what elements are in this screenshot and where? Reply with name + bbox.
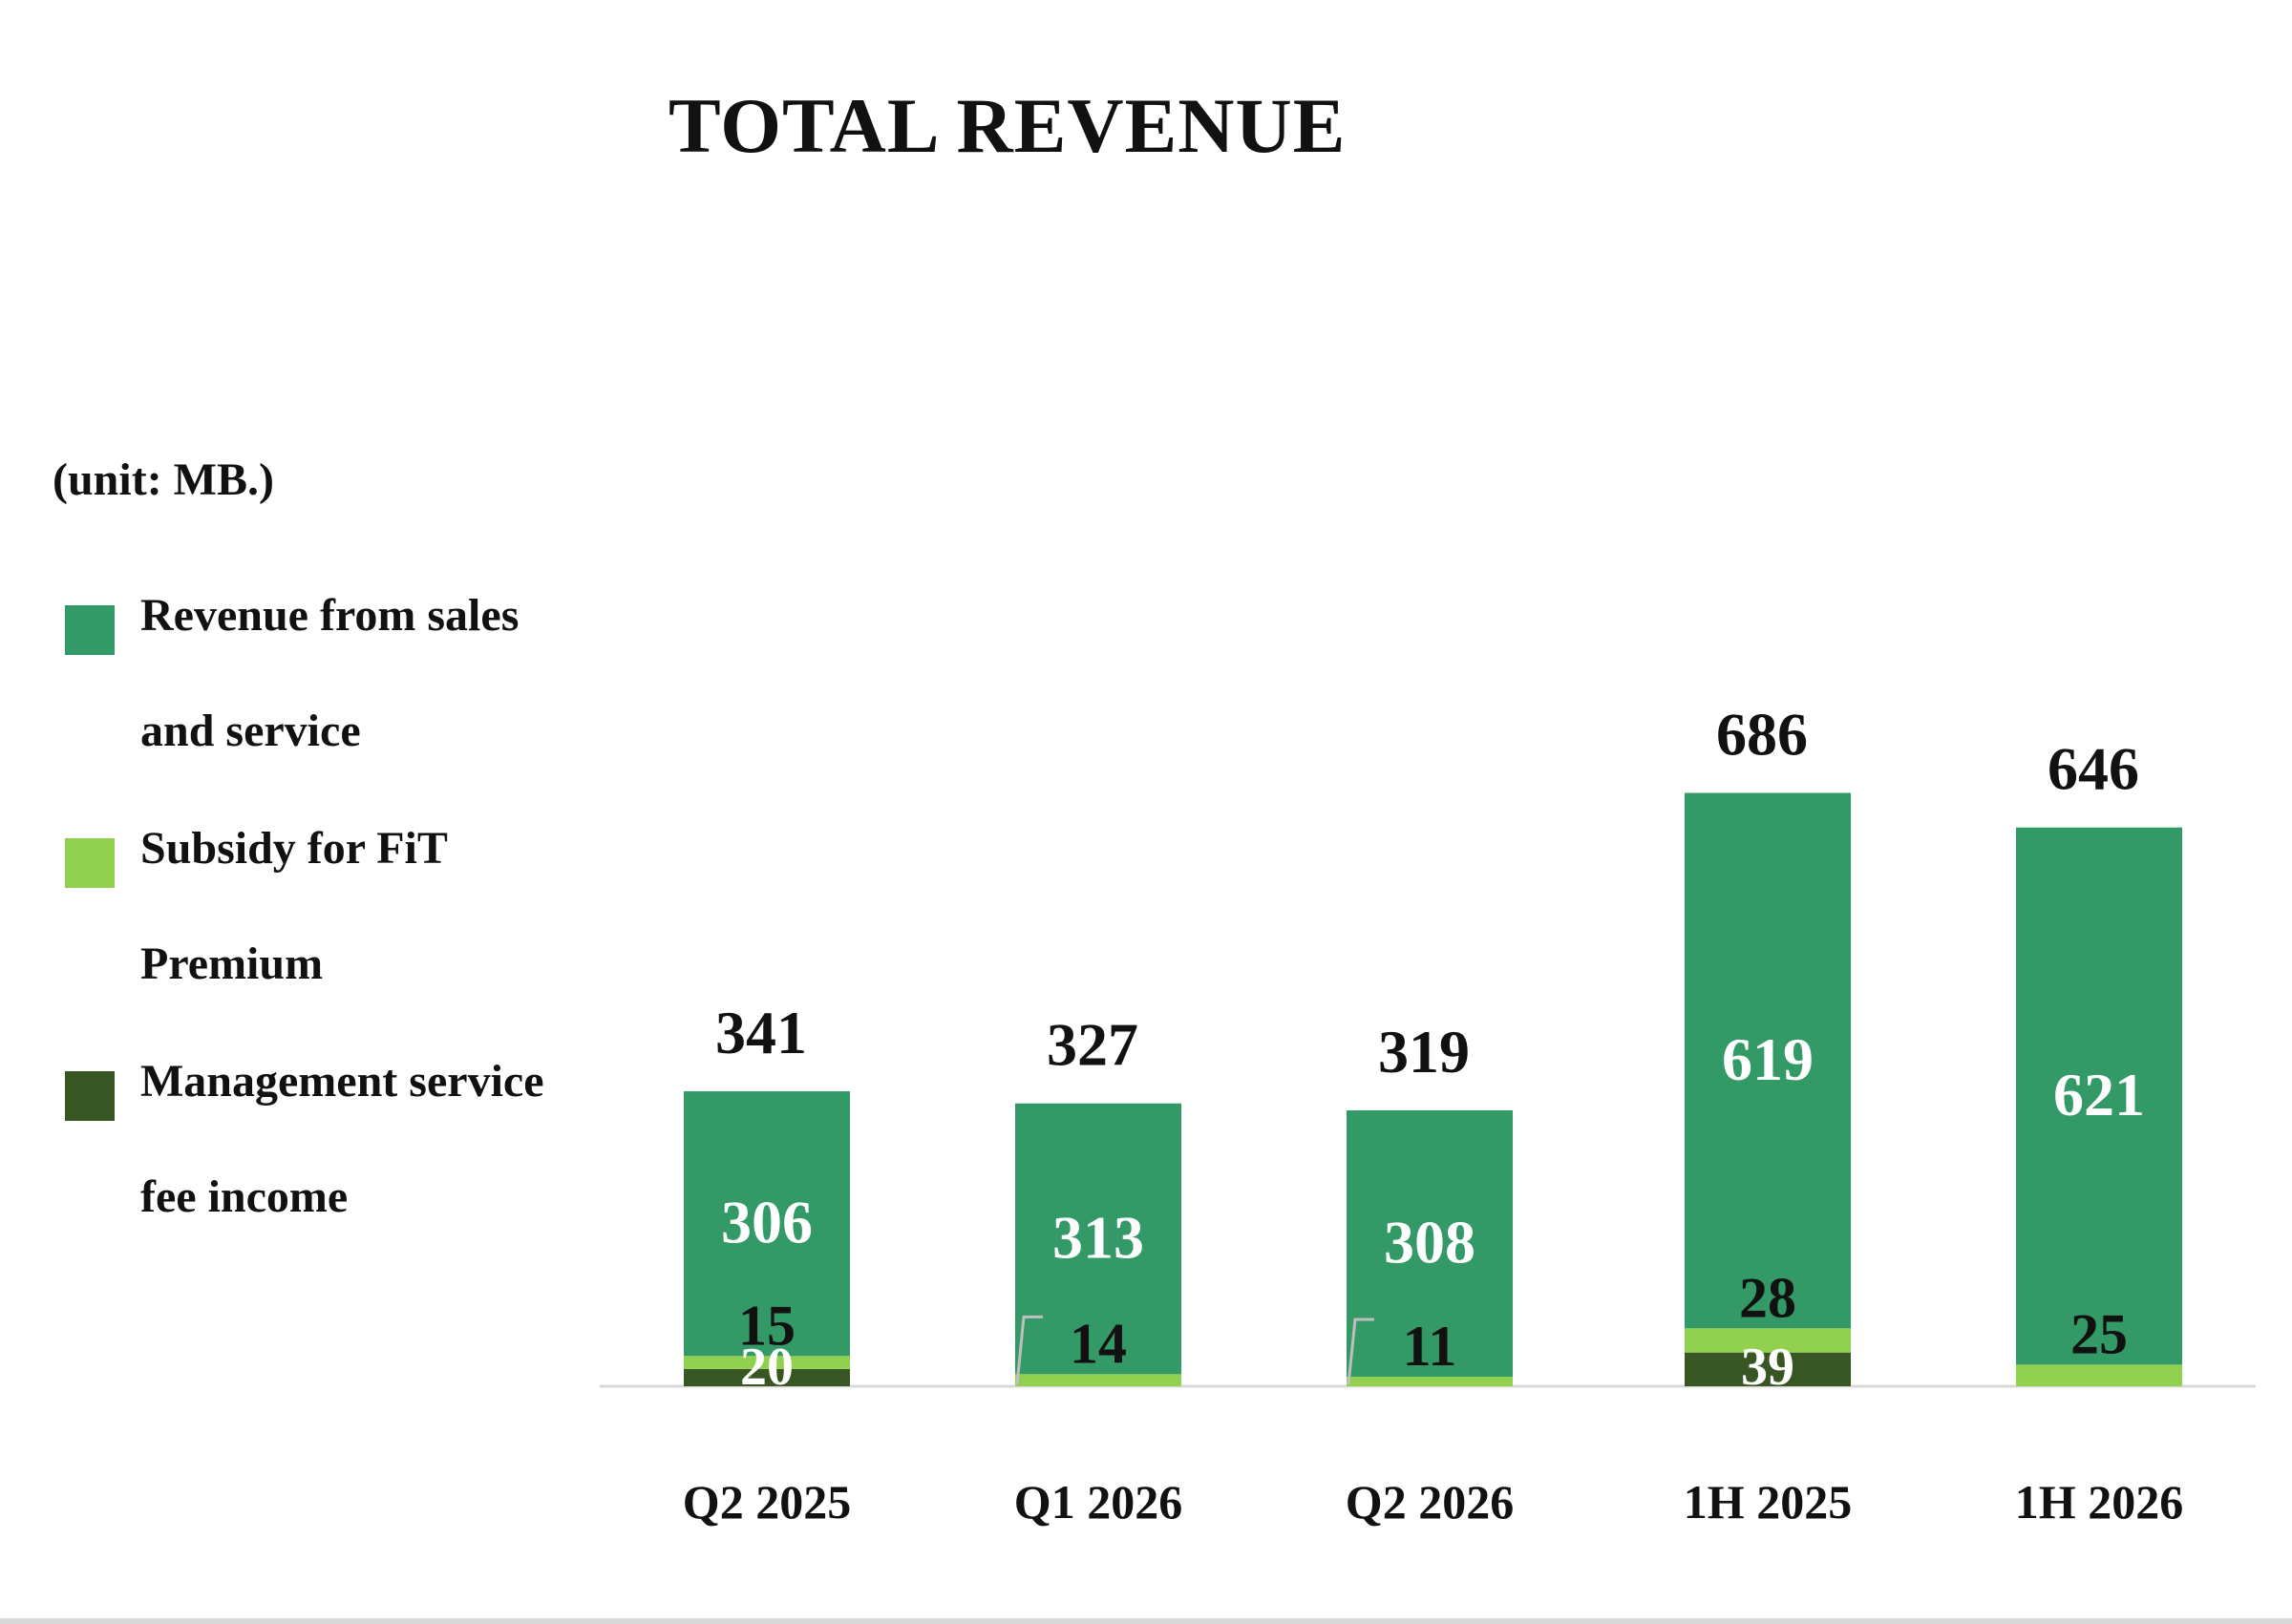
data-label-subsidy-1h-2025: 28 [1739,1266,1796,1329]
legend-label-sales: Revenue from sales and service [140,558,694,789]
bar-subsidy-1h-2025 [1685,1328,1851,1353]
legend-swatch-subsidy [65,838,115,888]
data-label-management-q2-2025: 20 [740,1338,794,1397]
legend-label-management-line2: fee income [140,1171,349,1222]
bar-subsidy-q1-2026 [1015,1374,1181,1386]
data-label-sales-q1-2026: 313 [1052,1204,1144,1272]
legend-label-subsidy-line1: Subsidy for FiT [140,823,448,874]
chart-title: TOTAL REVENUE [668,82,1347,169]
data-label-subsidy-1h-2026: 25 [2070,1302,2128,1365]
data-label-management-1h-2025: 39 [1741,1338,1794,1397]
x-tick-label-q2-2025: Q2 2025 [683,1475,851,1529]
legend-label-sales-line2: and service [140,706,361,756]
legend-label-sales-line1: Revenue from sales [140,590,520,641]
total-label-1h-2025: 686 [1716,700,1808,768]
legend-swatch-sales [65,605,115,655]
bar-management-1h-2025 [1685,1352,1851,1386]
data-label-subsidy-q2-2025: 15 [738,1294,796,1357]
bar-management-q2-2025 [684,1368,850,1386]
bottom-rule [0,1618,2292,1624]
total-label-q1-2026: 327 [1047,1011,1138,1079]
total-label-q2-2026: 319 [1378,1018,1470,1086]
leader-line-subsidy-q2-2026 [1347,1318,1374,1385]
data-label-sales-1h-2025: 619 [1722,1025,1814,1093]
total-label-q2-2025: 341 [715,999,807,1066]
legend-label-management-line1: Management service [140,1056,544,1107]
bar-subsidy-q2-2025 [684,1356,850,1369]
unit-label: (unit: MB.) [53,454,274,505]
data-label-sales-q2-2025: 306 [721,1189,813,1256]
x-tick-label-q1-2026: Q1 2026 [1014,1475,1182,1529]
legend-label-subsidy-line2: Premium [140,939,324,989]
leader-line-subsidy-q1-2026 [1015,1315,1043,1385]
x-tick-label-1h-2025: 1H 2025 [1684,1475,1852,1529]
legend-label-subsidy: Subsidy for FiT Premium [140,791,694,1022]
data-label-subsidy-q2-2026: 11 [1403,1315,1457,1378]
bar-sales-q2-2025 [684,1091,850,1357]
x-tick-label-q2-2026: Q2 2026 [1346,1475,1514,1529]
bar-subsidy-1h-2026 [2016,1364,2182,1386]
data-label-subsidy-q1-2026: 14 [1070,1312,1127,1375]
legend-label-management: Management service fee income [140,1023,694,1255]
total-label-1h-2026: 646 [2048,735,2139,803]
bar-sales-1h-2026 [2016,827,2182,1365]
x-tick-label-1h-2026: 1H 2026 [2015,1475,2183,1529]
bar-sales-q1-2026 [1015,1103,1181,1375]
bar-subsidy-q2-2026 [1347,1377,1513,1386]
data-label-sales-q2-2026: 308 [1384,1209,1475,1276]
data-label-sales-1h-2026: 621 [2053,1061,2145,1128]
legend-swatch-management [65,1071,115,1121]
bar-sales-q2-2026 [1347,1109,1513,1378]
bar-sales-1h-2025 [1685,792,1851,1329]
